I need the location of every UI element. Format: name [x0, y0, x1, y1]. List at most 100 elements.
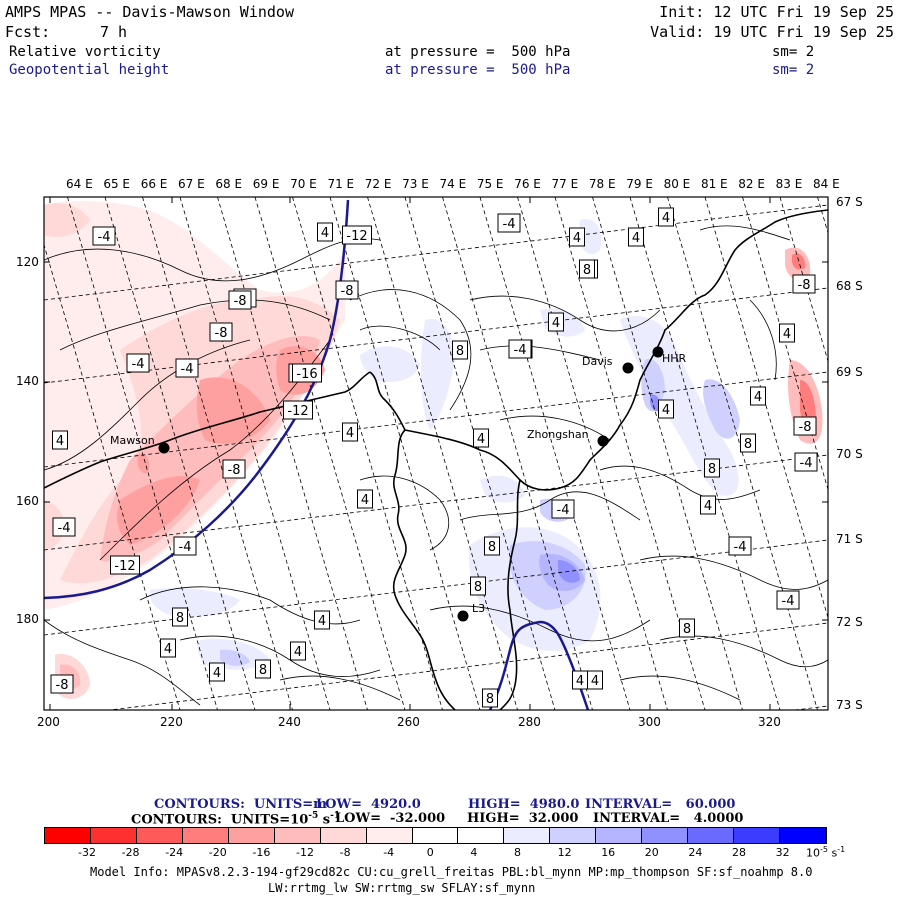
svg-text:4: 4: [552, 316, 560, 331]
vorticity-contours-low: LOW= -32.000: [335, 811, 446, 826]
height-contours-low: LOW= 4920.0: [316, 797, 421, 812]
station-label: L3: [472, 602, 485, 615]
axis-ticks: [44, 197, 828, 710]
longitude-label: 77 E: [551, 177, 579, 191]
latlon-grid: [44, 197, 828, 710]
contour-label: 8: [470, 576, 486, 596]
svg-text:8: 8: [456, 344, 464, 359]
latitude-label: 67 S: [836, 195, 863, 209]
svg-text:-4: -4: [98, 230, 111, 245]
colorbar-label: -8: [339, 846, 351, 859]
contour-label: 4: [473, 428, 489, 448]
height-contours-units: CONTOURS: UNITS=m: [154, 797, 327, 812]
colorbar-label: -24: [165, 846, 184, 859]
contour-label: 4: [52, 430, 68, 450]
svg-text:4: 4: [294, 645, 302, 660]
longitude-label: 72 E: [364, 177, 392, 191]
station-dot: [652, 346, 664, 358]
contour-label: 8: [172, 607, 188, 627]
colorbar-label: 32: [775, 846, 790, 859]
svg-text:4: 4: [704, 499, 712, 514]
y-tick-label: 120: [16, 255, 39, 269]
contour-label: -4: [92, 226, 116, 246]
svg-text:8: 8: [488, 540, 496, 555]
longitude-label: 84 E: [813, 177, 840, 191]
contour-label: 4: [587, 670, 603, 690]
contour-label: 8: [452, 340, 468, 360]
svg-text:8: 8: [259, 663, 267, 678]
svg-text:8: 8: [176, 611, 184, 626]
longitude-label: 73 E: [402, 177, 429, 191]
svg-text:8: 8: [583, 263, 591, 278]
y-tick-label: 160: [16, 494, 39, 508]
svg-text:4: 4: [662, 211, 670, 226]
station-markers: Mawson Davis HHR Zhongshan L3: [110, 346, 687, 622]
x-tick-label: 320: [758, 715, 781, 729]
svg-text:-4: -4: [734, 540, 747, 555]
contour-label: 8: [740, 433, 756, 453]
svg-text:-8: -8: [798, 278, 811, 293]
contour-label: 4: [160, 638, 176, 658]
plot-frame: [43, 196, 829, 711]
contour-label: -8: [209, 322, 233, 342]
colorbar-swatch: [504, 828, 551, 843]
contour-label: -8: [793, 416, 817, 436]
longitude-label: 68 E: [215, 177, 243, 191]
svg-text:-4: -4: [179, 540, 192, 555]
colorbar-swatch: [45, 828, 91, 843]
forecast-label: Fcst:: [5, 23, 51, 41]
longitude-label: 70 E: [290, 177, 317, 191]
colorbar-swatch: [780, 828, 826, 843]
colorbar-label: 12: [557, 846, 572, 859]
svg-text:4: 4: [477, 432, 485, 447]
svg-text:4: 4: [754, 390, 762, 405]
station-dot: [597, 435, 609, 447]
longitude-label: 65 E: [103, 177, 131, 191]
contour-label: 4: [628, 227, 644, 247]
height-contours-interval: INTERVAL= 60.000: [585, 797, 736, 812]
svg-text:8: 8: [474, 580, 482, 595]
contour-label: -12: [342, 225, 372, 245]
svg-text:-4: -4: [800, 456, 813, 471]
contour-label: 8: [482, 688, 498, 708]
field1-smoothing: sm= 2: [772, 44, 815, 60]
svg-text:8: 8: [486, 692, 494, 707]
longitude-label: 79 E: [626, 177, 653, 191]
contour-label: -8: [335, 280, 359, 300]
contour-label: 8: [679, 618, 695, 638]
latitude-label: 69 S: [836, 365, 863, 379]
contour-label: -8: [228, 290, 252, 310]
svg-text:4: 4: [783, 327, 791, 342]
contour-label: -12: [283, 400, 313, 420]
colorbar-label: 20: [644, 846, 659, 859]
colorbar-swatch: [274, 828, 321, 843]
longitude-label: 78 E: [588, 177, 616, 191]
contour-label: -8: [222, 459, 246, 479]
model-info-line1: Model Info: MPASv8.2.3-194-gf29cd82c CU:…: [90, 865, 813, 879]
station-label: Davis: [582, 355, 613, 368]
contour-label: -8: [50, 674, 74, 694]
longitude-label: 74 E: [439, 177, 467, 191]
svg-text:4: 4: [662, 403, 670, 418]
svg-text:-8: -8: [341, 284, 354, 299]
svg-text:8: 8: [708, 462, 716, 477]
svg-text:-8: -8: [228, 463, 241, 478]
longitude-label: 69 E: [252, 177, 280, 191]
colorbar-swatch: [136, 828, 183, 843]
longitude-label: 80 E: [663, 177, 691, 191]
colorbar-label: 4: [470, 846, 478, 859]
svg-text:4: 4: [346, 426, 354, 441]
contour-label: -4: [728, 536, 752, 556]
svg-text:8: 8: [683, 622, 691, 637]
colorbar: [44, 827, 827, 844]
latitude-label: 68 S: [836, 279, 863, 293]
svg-text:-8: -8: [215, 326, 228, 341]
svg-text:4: 4: [573, 231, 581, 246]
contour-label: -4: [126, 353, 150, 373]
contour-label: -4: [794, 452, 818, 472]
contour-label: 4: [750, 386, 766, 406]
longitude-label: 71 E: [327, 177, 355, 191]
contour-label: 4: [314, 610, 330, 630]
x-tick-label: 260: [397, 715, 420, 729]
